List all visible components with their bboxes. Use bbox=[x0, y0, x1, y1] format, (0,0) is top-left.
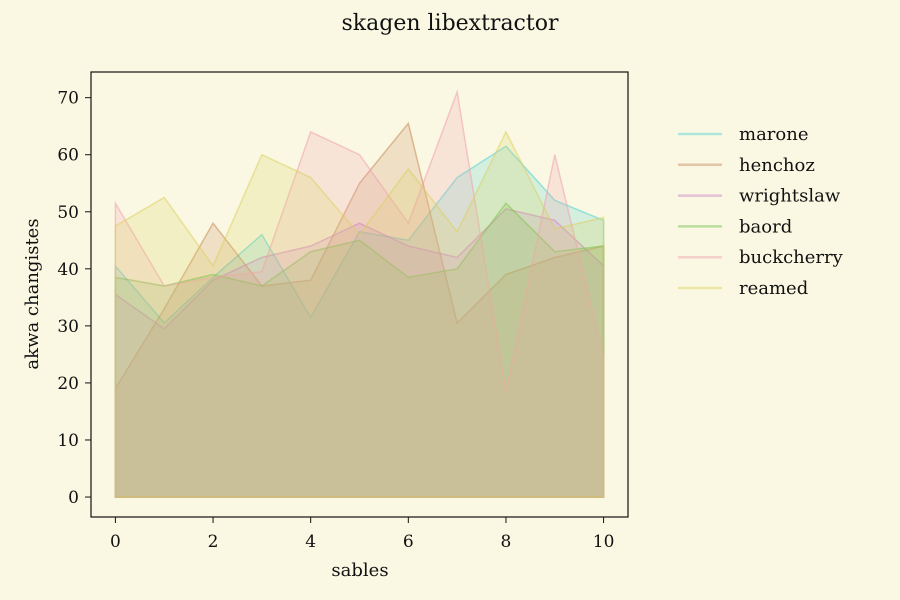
area-series-reamed bbox=[114, 130, 605, 498]
plot-frame bbox=[90, 71, 629, 518]
legend-label-reamed: reamed bbox=[739, 278, 808, 299]
x-tick-label: 6 bbox=[403, 532, 414, 552]
legend-label-henchoz: henchoz bbox=[739, 155, 815, 176]
x-axis-label: sables bbox=[331, 560, 388, 581]
x-tick-label: 2 bbox=[208, 532, 219, 552]
y-tick-label: 60 bbox=[57, 146, 79, 166]
legend-label-marone: marone bbox=[739, 124, 809, 145]
y-tick-label: 40 bbox=[57, 260, 79, 280]
x-tick-label: 0 bbox=[110, 532, 121, 552]
y-tick-label: 30 bbox=[57, 317, 79, 337]
y-tick-label: 20 bbox=[57, 374, 79, 394]
chart-title: skagen libextractor bbox=[342, 11, 559, 36]
y-tick-label: 50 bbox=[57, 203, 79, 223]
y-tick-label: 10 bbox=[57, 431, 79, 451]
legend: marone henchoz wrightslaw baord buckcherry re… bbox=[678, 124, 844, 299]
legend-label-buckcherry: buckcherry bbox=[739, 247, 844, 268]
y-axis-ticks: 0 10 20 30 40 50 60 70 bbox=[57, 89, 91, 508]
series-areas bbox=[114, 89, 605, 498]
legend-label-baord: baord bbox=[739, 216, 792, 237]
x-axis-ticks: 0 2 4 6 8 10 bbox=[110, 517, 614, 552]
x-tick-label: 10 bbox=[593, 532, 615, 552]
legend-label-wrightslaw: wrightslaw bbox=[739, 186, 841, 207]
y-axis-label: akwa changistes bbox=[22, 218, 43, 369]
x-tick-label: 8 bbox=[501, 532, 512, 552]
x-tick-label: 4 bbox=[305, 532, 316, 552]
y-tick-label: 0 bbox=[68, 488, 79, 508]
y-tick-label: 70 bbox=[57, 89, 79, 109]
